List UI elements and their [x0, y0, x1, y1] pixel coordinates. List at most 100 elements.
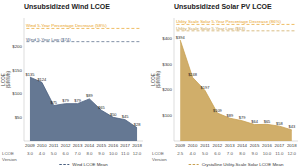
legend-label: Crystalline Utility-Scale Solar LCOE Mea…: [202, 162, 284, 167]
area: [30, 77, 137, 141]
data-label: $109: [213, 108, 223, 113]
area-line: [180, 40, 292, 130]
version-label: 10.0: [263, 151, 272, 156]
x-tick-label: 2018: [287, 143, 297, 148]
reference-line-label: Utility Scale Solar 5-Year Percentage De…: [176, 19, 282, 24]
y-tick-label: $100: [12, 91, 22, 96]
data-label: $394: [176, 35, 186, 40]
data-label: $248: [188, 72, 198, 77]
y-axis-label: LCOE($/MWh): [151, 70, 161, 88]
y-axis-line: [174, 18, 175, 141]
x-tick-label: 2017: [120, 143, 130, 148]
y-axis-label-line: ($/MWh): [156, 70, 161, 88]
version-label: 2.5: [177, 151, 184, 156]
version-label: 3.0: [27, 151, 34, 156]
legend-label: Wind LCOE Mean: [72, 162, 108, 167]
legend-swatch: [59, 164, 69, 165]
x-tick-label: 2014: [85, 143, 95, 148]
version-label: 5.0: [202, 151, 209, 156]
version-title-line: Version: [2, 157, 17, 162]
x-tick-label: 2014: [237, 143, 247, 148]
x-tick-label: 2012: [213, 143, 223, 148]
x-tick-label: 2016: [262, 143, 272, 148]
x-tick-label: 2018: [132, 143, 142, 148]
version-label: 11.0: [121, 151, 130, 156]
y-tick-label: $50: [15, 115, 23, 120]
version-label: 8.0: [86, 151, 93, 156]
x-tick-label: 2010: [37, 143, 47, 148]
page: {"chart_data": [ {"type": "area", "title…: [0, 0, 301, 168]
version-label: 8.0: [239, 151, 246, 156]
y-tick-label: $400: [162, 36, 172, 41]
x-tick-label: 2009: [175, 143, 185, 148]
data-label: $50: [110, 112, 117, 117]
version-label: 4.0: [39, 151, 46, 156]
version-label: 7.0: [74, 151, 81, 156]
reference-line-label: Wind 5-Year Low ($74): [26, 37, 71, 42]
x-tick-label: 2017: [275, 143, 285, 148]
data-label: $65: [264, 119, 271, 124]
x-tick-label: 2011: [49, 143, 59, 148]
version-title: LCOEVersion: [2, 151, 17, 162]
x-tick-label: 2009: [25, 143, 35, 148]
version-title-line: LCOE: [2, 151, 14, 156]
y-axis-label-line: ($/MWh): [6, 70, 11, 88]
reference-line-label: Utility Scale Solar 5-Year Low ($63): [176, 26, 246, 31]
version-label: 9.0: [98, 151, 105, 156]
y-tick-label: $200: [162, 87, 172, 92]
title: Unsubsidized Solar PV LCOE: [174, 3, 272, 10]
panel: Unsubsidized Solar PV LCOELCOE($/MWh)$10…: [151, 3, 298, 167]
reference-line-label: Wind 5-Year Percentage Decrease (58%): [26, 23, 107, 28]
area: [180, 40, 292, 141]
area-line: [30, 77, 137, 128]
x-tick-label: 2010: [188, 143, 198, 148]
x-tick-label: 2012: [61, 143, 71, 148]
data-label: $89: [226, 113, 233, 118]
data-label: $45: [122, 114, 129, 119]
panel: Unsubsidized Wind LCOELCOE($/MWh)$50$100…: [1, 3, 143, 167]
data-label: $65: [98, 105, 105, 110]
version-label: 7.0: [227, 151, 234, 156]
x-tick-label: 2015: [250, 143, 260, 148]
version-title: LCOEVersion: [152, 151, 167, 162]
data-label: $79: [62, 98, 69, 103]
y-axis-line: [24, 18, 25, 141]
version-label: 4.0: [190, 151, 197, 156]
data-label: $75: [50, 100, 57, 105]
version-label: 12.0: [288, 151, 297, 156]
data-label: $79: [74, 98, 81, 103]
data-label: $197: [201, 85, 211, 90]
x-tick-label: 2015: [96, 143, 106, 148]
chart-svg: Unsubsidized Wind LCOELCOE($/MWh)$50$100…: [0, 0, 301, 168]
x-tick-label: 2016: [108, 143, 118, 148]
version-label: 12.0: [133, 151, 142, 156]
data-label: $28: [134, 122, 141, 127]
title: Unsubsidized Wind LCOE: [24, 3, 110, 10]
version-label: 5.0: [51, 151, 58, 156]
y-tick-label: $300: [162, 62, 172, 67]
x-tick-label: 2013: [225, 143, 235, 148]
legend-swatch: [189, 164, 199, 165]
data-label: $89: [86, 93, 93, 98]
data-label: $58: [276, 121, 283, 126]
version-label: 11.0: [275, 151, 284, 156]
x-tick-label: 2011: [200, 143, 210, 148]
y-tick-label: $100: [162, 113, 172, 118]
version-label: 9.0: [252, 151, 259, 156]
y-axis-label: LCOE($/MWh): [1, 70, 11, 88]
plot-area: [26, 28, 140, 141]
legend: Crystalline Utility-Scale Solar LCOE Mea…: [189, 162, 284, 167]
data-label: $64: [251, 119, 258, 124]
plot-area: [176, 24, 295, 141]
x-tick-label: 2013: [73, 143, 83, 148]
data-label: $79: [239, 115, 246, 120]
data-label: $43: [288, 124, 295, 129]
legend: Wind LCOE Mean: [59, 162, 108, 167]
y-tick-label: $150: [12, 68, 22, 73]
data-label: $135: [25, 72, 35, 77]
version-label: 6.0: [214, 151, 221, 156]
version-label: 6.0: [63, 151, 70, 156]
version-title-line: Version: [152, 157, 167, 162]
version-label: 10.0: [109, 151, 118, 156]
version-title-line: LCOE: [152, 151, 164, 156]
